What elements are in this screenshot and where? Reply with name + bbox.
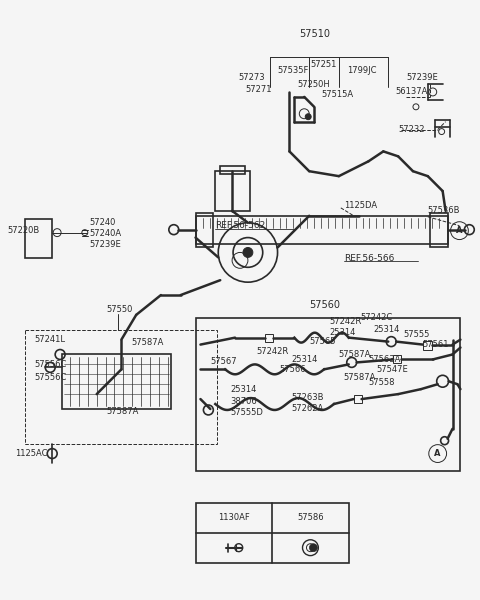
Bar [195, 213, 213, 247]
Text: 57239E: 57239E [90, 240, 121, 249]
Text: 57556C: 57556C [35, 360, 67, 369]
Text: 57535F: 57535F [277, 65, 309, 74]
Text: 57271: 57271 [245, 85, 272, 94]
Text: 57510: 57510 [300, 29, 331, 40]
Text: 57263B: 57263B [291, 392, 324, 401]
Text: 57220B: 57220B [8, 226, 40, 235]
Circle shape [305, 114, 311, 119]
Text: 57563A: 57563A [369, 355, 401, 364]
Text: 25314: 25314 [329, 328, 355, 337]
Text: 57561: 57561 [423, 340, 449, 349]
Text: 56137A: 56137A [395, 88, 428, 97]
Text: 57273: 57273 [238, 73, 264, 82]
Text: 57587A: 57587A [339, 350, 371, 359]
Text: 57262A: 57262A [291, 404, 324, 413]
Bar [24, 330, 217, 443]
Text: 57566: 57566 [279, 365, 306, 374]
Text: 57558: 57558 [369, 378, 395, 387]
Bar [220, 166, 245, 174]
Text: 57242R: 57242R [257, 347, 289, 356]
Text: 57241L: 57241L [35, 335, 65, 344]
Text: 38706: 38706 [230, 397, 257, 406]
Text: 57555: 57555 [403, 330, 430, 339]
Text: 57515A: 57515A [321, 91, 353, 100]
Text: REF.56-562: REF.56-562 [216, 221, 265, 230]
Text: 57250H: 57250H [297, 80, 330, 89]
Text: 57565: 57565 [309, 337, 336, 346]
Text: 1125DA: 1125DA [344, 202, 377, 211]
Circle shape [243, 247, 253, 257]
Bar [264, 334, 273, 341]
Text: 57587A: 57587A [131, 338, 164, 347]
Bar [24, 219, 52, 259]
Text: 57587A: 57587A [344, 373, 376, 382]
Text: 57567: 57567 [210, 357, 237, 366]
Text: 1799JC: 1799JC [347, 65, 376, 74]
Bar [423, 341, 432, 350]
Text: 57232: 57232 [398, 125, 425, 134]
Text: 57242C: 57242C [360, 313, 393, 322]
Text: 57555D: 57555D [230, 409, 263, 418]
Text: 57550: 57550 [107, 305, 133, 314]
Text: 57242R: 57242R [329, 317, 361, 326]
Text: A: A [456, 226, 463, 235]
Bar [195, 503, 349, 563]
Text: 57547E: 57547E [376, 365, 408, 374]
Circle shape [310, 544, 317, 551]
Text: 57586: 57586 [297, 514, 324, 523]
Text: 25314: 25314 [373, 325, 400, 334]
Text: 57587A: 57587A [107, 407, 139, 416]
Text: 57251: 57251 [310, 60, 336, 69]
Bar [195, 318, 460, 472]
Text: 57240A: 57240A [90, 229, 122, 238]
Bar [430, 213, 447, 247]
Bar [354, 395, 361, 403]
Text: 57240: 57240 [90, 218, 116, 227]
Text: 57536B: 57536B [428, 206, 460, 215]
Text: 25314: 25314 [291, 355, 318, 364]
Bar [393, 355, 401, 364]
Bar [216, 171, 250, 211]
Bar [195, 216, 447, 244]
Text: 1125AC: 1125AC [14, 449, 47, 458]
Text: 57556C: 57556C [35, 373, 67, 382]
Text: 25314: 25314 [230, 385, 256, 394]
Text: 57239E: 57239E [406, 73, 438, 82]
Text: REF.56-566: REF.56-566 [344, 254, 394, 263]
Text: 1130AF: 1130AF [218, 514, 250, 523]
Bar [62, 355, 171, 409]
Text: A: A [434, 449, 441, 458]
Text: 57560: 57560 [309, 300, 340, 310]
